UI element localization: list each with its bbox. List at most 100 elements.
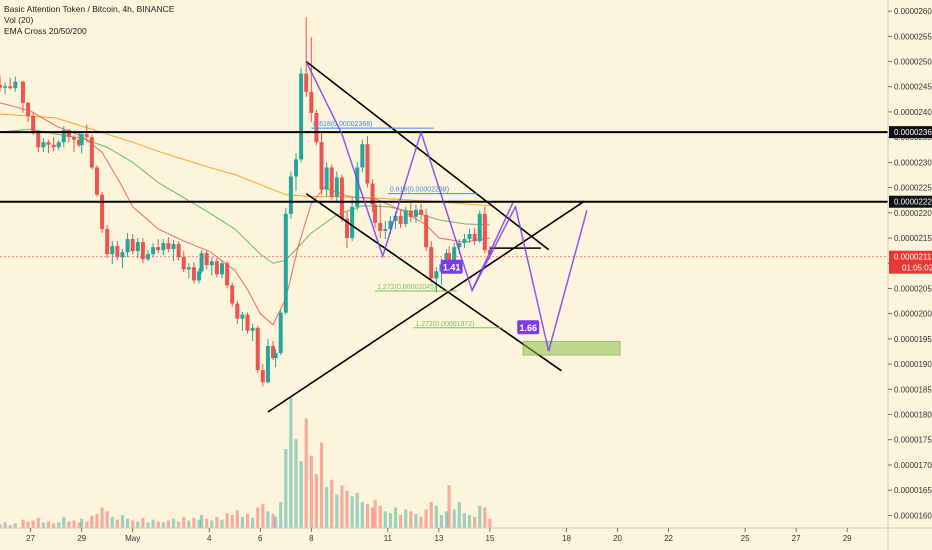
candle-body [61,130,66,143]
volume-bar [13,523,17,528]
volume-bar [187,520,191,528]
volume-bar [146,522,150,528]
volume-bar [67,521,71,528]
time-tick-label: 22 [664,534,673,543]
candle-body [176,244,181,258]
volume-bar [192,517,196,528]
candle-body [288,176,293,214]
key-level-axis-label [889,126,932,139]
candle-body [250,327,255,331]
time-tick-label: 18 [562,534,571,543]
volume-bar [444,511,449,528]
volume-bar [304,418,308,528]
volume-bar [452,509,456,528]
candle-body [186,267,191,270]
time-tick-label: 13 [434,534,443,543]
candle-body [20,81,25,103]
candle-body [482,213,487,251]
volume-bar [309,455,313,528]
candle-body [204,253,209,266]
volume-bar [151,519,155,528]
candle-body [140,242,145,260]
candle-body [319,142,324,190]
candle-body [370,183,375,205]
volume-bar [41,522,45,528]
volume-bar [388,513,393,528]
candle-body [283,213,288,313]
volume-bar [125,518,130,528]
volume-bar [105,511,109,528]
time-tick-label: 4 [207,534,212,543]
volume-bar [115,519,119,528]
volume-bar [409,511,413,528]
volume-bar [199,515,204,528]
candle-body [220,263,224,275]
volume-bar [215,516,219,528]
volume-bar [273,516,278,528]
volume-bar [171,518,176,528]
candle-body [72,137,76,140]
volume-bar [46,521,51,528]
volume-bar [240,516,245,528]
volume-bar [8,525,12,528]
candle-body [230,285,235,304]
countdown-axis-text: 01:05:02 [902,264,932,273]
volume-bar [350,496,354,528]
volume-bar [340,485,344,528]
fib-level-label: 1.272(0.00001972) [415,321,474,328]
ratio-badge [440,259,463,274]
candle-body [273,353,278,359]
volume-bar [393,507,398,528]
candle-body [115,246,120,258]
harmonic-pattern-path [305,61,588,352]
candle-body [429,247,434,279]
candle-body [166,243,171,250]
volume-bar [245,514,250,528]
volume-bar [261,503,265,528]
candle-body [265,345,270,383]
candle-body [434,271,439,279]
time-tick-label: 29 [77,534,86,543]
volume-bar [370,507,375,528]
candle-body [156,247,161,251]
candle-body [120,252,125,258]
volume-bar [279,502,283,528]
volume-bar [182,516,186,528]
volume-bar [299,461,303,528]
target-zone [522,340,621,356]
candle-body [339,177,344,219]
volume-bar [284,449,288,528]
volume-layer [0,398,492,528]
candle-body [260,370,265,383]
volume-bar [378,505,382,528]
volume-bar [365,503,370,528]
volume-bar [77,522,81,528]
candle-body [197,271,202,281]
candle-body [209,261,214,266]
volume-bar [95,514,99,528]
candle-body [255,327,260,371]
volume-bar [230,515,234,528]
volume-bar [205,518,209,528]
fib-level-label: 0.618(0.00002238) [390,187,449,194]
volume-bar [319,442,324,528]
candle-body [373,204,378,223]
candle-body [56,142,61,148]
candle-body [46,142,51,145]
candle-body [26,102,31,116]
candle-body [41,142,46,148]
candle-body [161,243,166,251]
candle-body [51,144,56,148]
candle-body [393,215,398,221]
volume-bar [294,438,298,528]
trendline [267,200,585,413]
ratio-badge-label: 1.66 [519,323,537,333]
